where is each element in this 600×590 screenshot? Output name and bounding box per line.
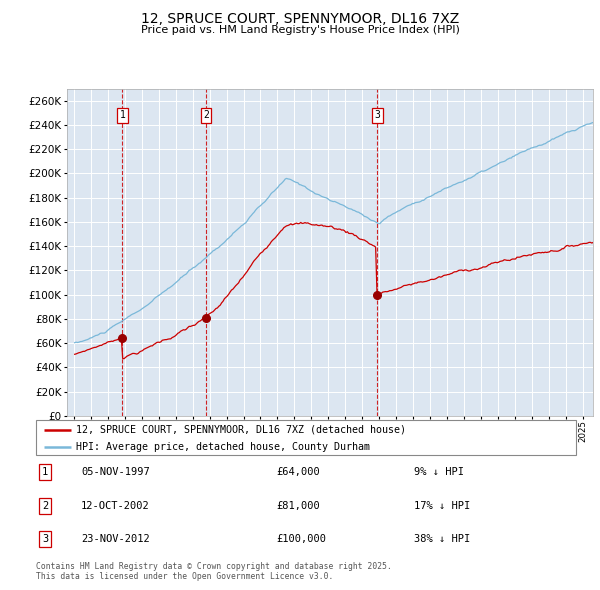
- Text: 1: 1: [119, 110, 125, 120]
- FancyBboxPatch shape: [36, 420, 576, 455]
- Text: 1: 1: [42, 467, 48, 477]
- Text: Price paid vs. HM Land Registry's House Price Index (HPI): Price paid vs. HM Land Registry's House …: [140, 25, 460, 35]
- Text: 2: 2: [203, 110, 209, 120]
- Text: 3: 3: [374, 110, 380, 120]
- Text: Contains HM Land Registry data © Crown copyright and database right 2025.
This d: Contains HM Land Registry data © Crown c…: [36, 562, 392, 581]
- Text: 05-NOV-1997: 05-NOV-1997: [81, 467, 150, 477]
- Text: 12, SPRUCE COURT, SPENNYMOOR, DL16 7XZ: 12, SPRUCE COURT, SPENNYMOOR, DL16 7XZ: [141, 12, 459, 26]
- Text: 38% ↓ HPI: 38% ↓ HPI: [414, 535, 470, 544]
- Text: HPI: Average price, detached house, County Durham: HPI: Average price, detached house, Coun…: [77, 442, 371, 451]
- Text: 3: 3: [42, 535, 48, 544]
- Text: £81,000: £81,000: [276, 501, 320, 510]
- Text: 12, SPRUCE COURT, SPENNYMOOR, DL16 7XZ (detached house): 12, SPRUCE COURT, SPENNYMOOR, DL16 7XZ (…: [77, 425, 407, 435]
- Text: 9% ↓ HPI: 9% ↓ HPI: [414, 467, 464, 477]
- Text: 17% ↓ HPI: 17% ↓ HPI: [414, 501, 470, 510]
- Text: 23-NOV-2012: 23-NOV-2012: [81, 535, 150, 544]
- Text: £64,000: £64,000: [276, 467, 320, 477]
- Text: £100,000: £100,000: [276, 535, 326, 544]
- Text: 12-OCT-2002: 12-OCT-2002: [81, 501, 150, 510]
- Text: 2: 2: [42, 501, 48, 510]
